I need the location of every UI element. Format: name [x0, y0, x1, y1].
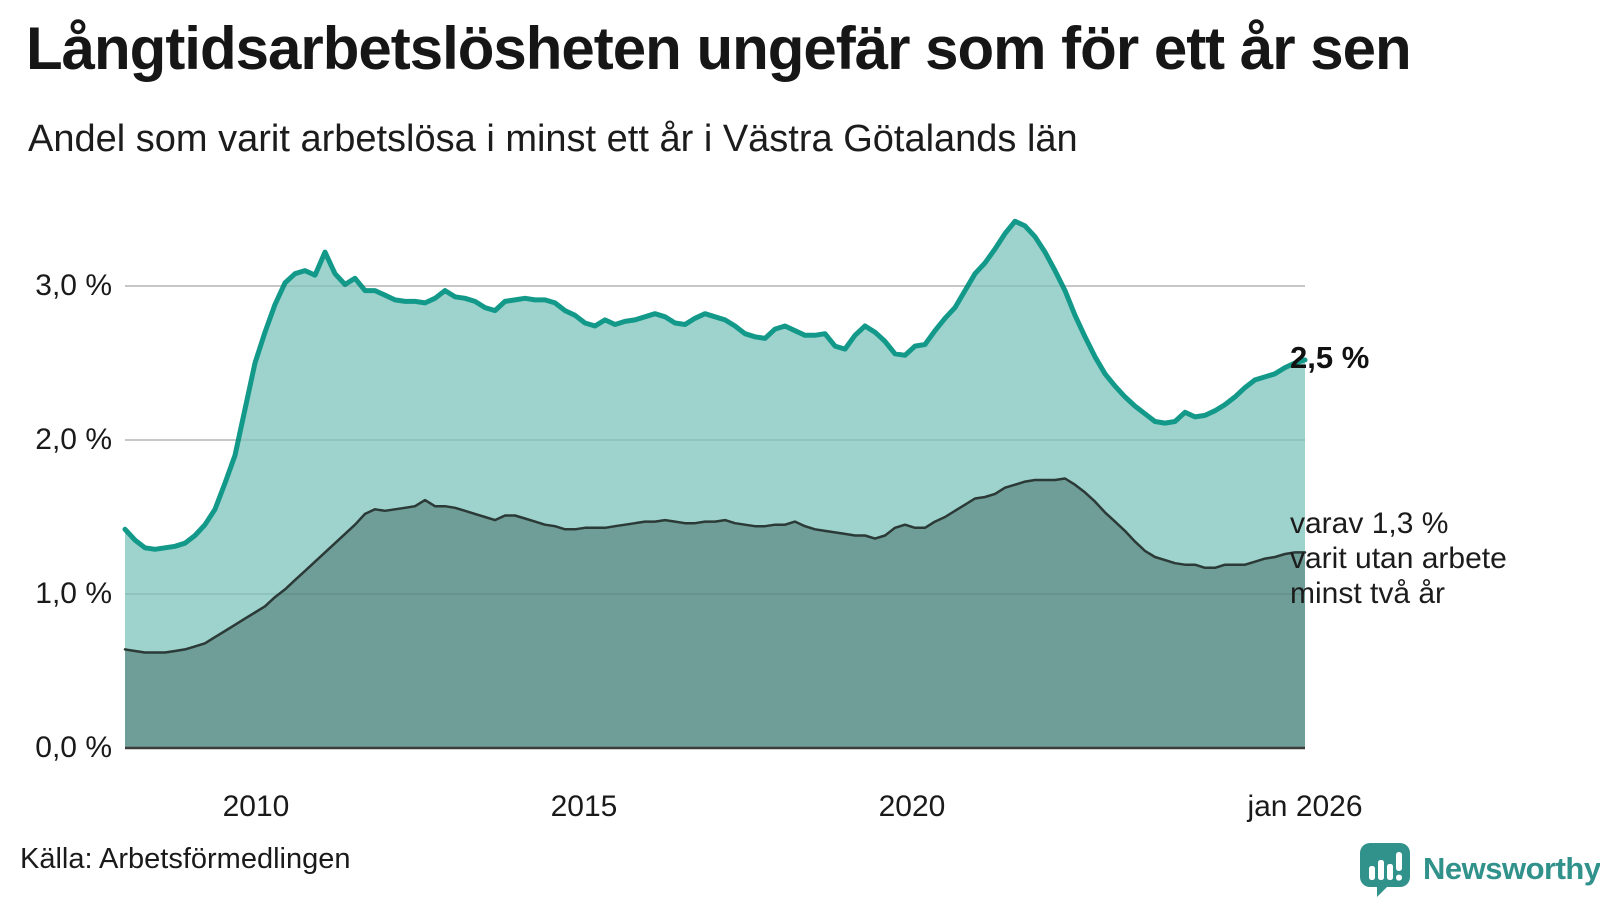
x-tick-2010: 2010 [222, 790, 290, 823]
chart-title: Långtidsarbetslösheten ungefär som för e… [26, 15, 1412, 82]
y-tick-1: 1,0 % [35, 577, 112, 610]
x-tick-2020: 2020 [878, 790, 946, 823]
y-tick-2: 2,0 % [35, 423, 112, 456]
detail-line-3: minst två år [1290, 577, 1446, 610]
chart-subtitle: Andel som varit arbetslösa i minst ett å… [28, 118, 1078, 160]
detail-line-1: varav 1,3 % [1290, 507, 1449, 540]
newsworthy-logo: Newsworthy [1358, 841, 1600, 897]
series-end-label-total: 2,5 % [1290, 340, 1370, 375]
y-tick-0: 0,0 % [35, 731, 112, 764]
series-end-label-detail: varav 1,3 % varit utan arbete minst två … [1290, 506, 1507, 611]
source-credit: Källa: Arbetsförmedlingen [20, 843, 351, 875]
detail-line-2: varit utan arbete [1290, 542, 1507, 575]
newsworthy-wordmark: Newsworthy [1423, 851, 1600, 886]
x-tick-jan-2026: jan 2026 [1247, 790, 1363, 823]
y-tick-3: 3,0 % [35, 269, 112, 302]
newsworthy-bubble-icon [1360, 843, 1410, 897]
x-tick-2015: 2015 [550, 790, 618, 823]
